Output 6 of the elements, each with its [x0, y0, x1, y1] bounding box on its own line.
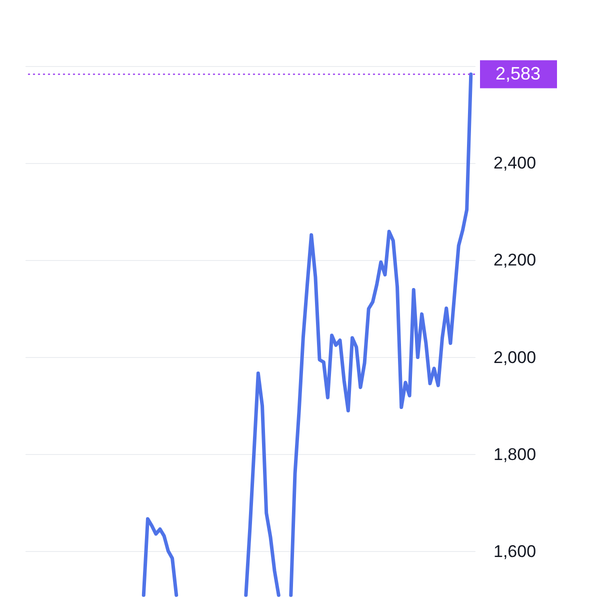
y-tick-label: 2,000 — [494, 348, 536, 367]
y-tick-label: 1,600 — [494, 542, 536, 561]
ref-line-label: 2,583 — [495, 63, 541, 84]
y-tick-label: 1,800 — [494, 444, 536, 464]
y-tick-label: 2,400 — [494, 154, 536, 173]
y-tick-label: 2,200 — [494, 250, 536, 270]
